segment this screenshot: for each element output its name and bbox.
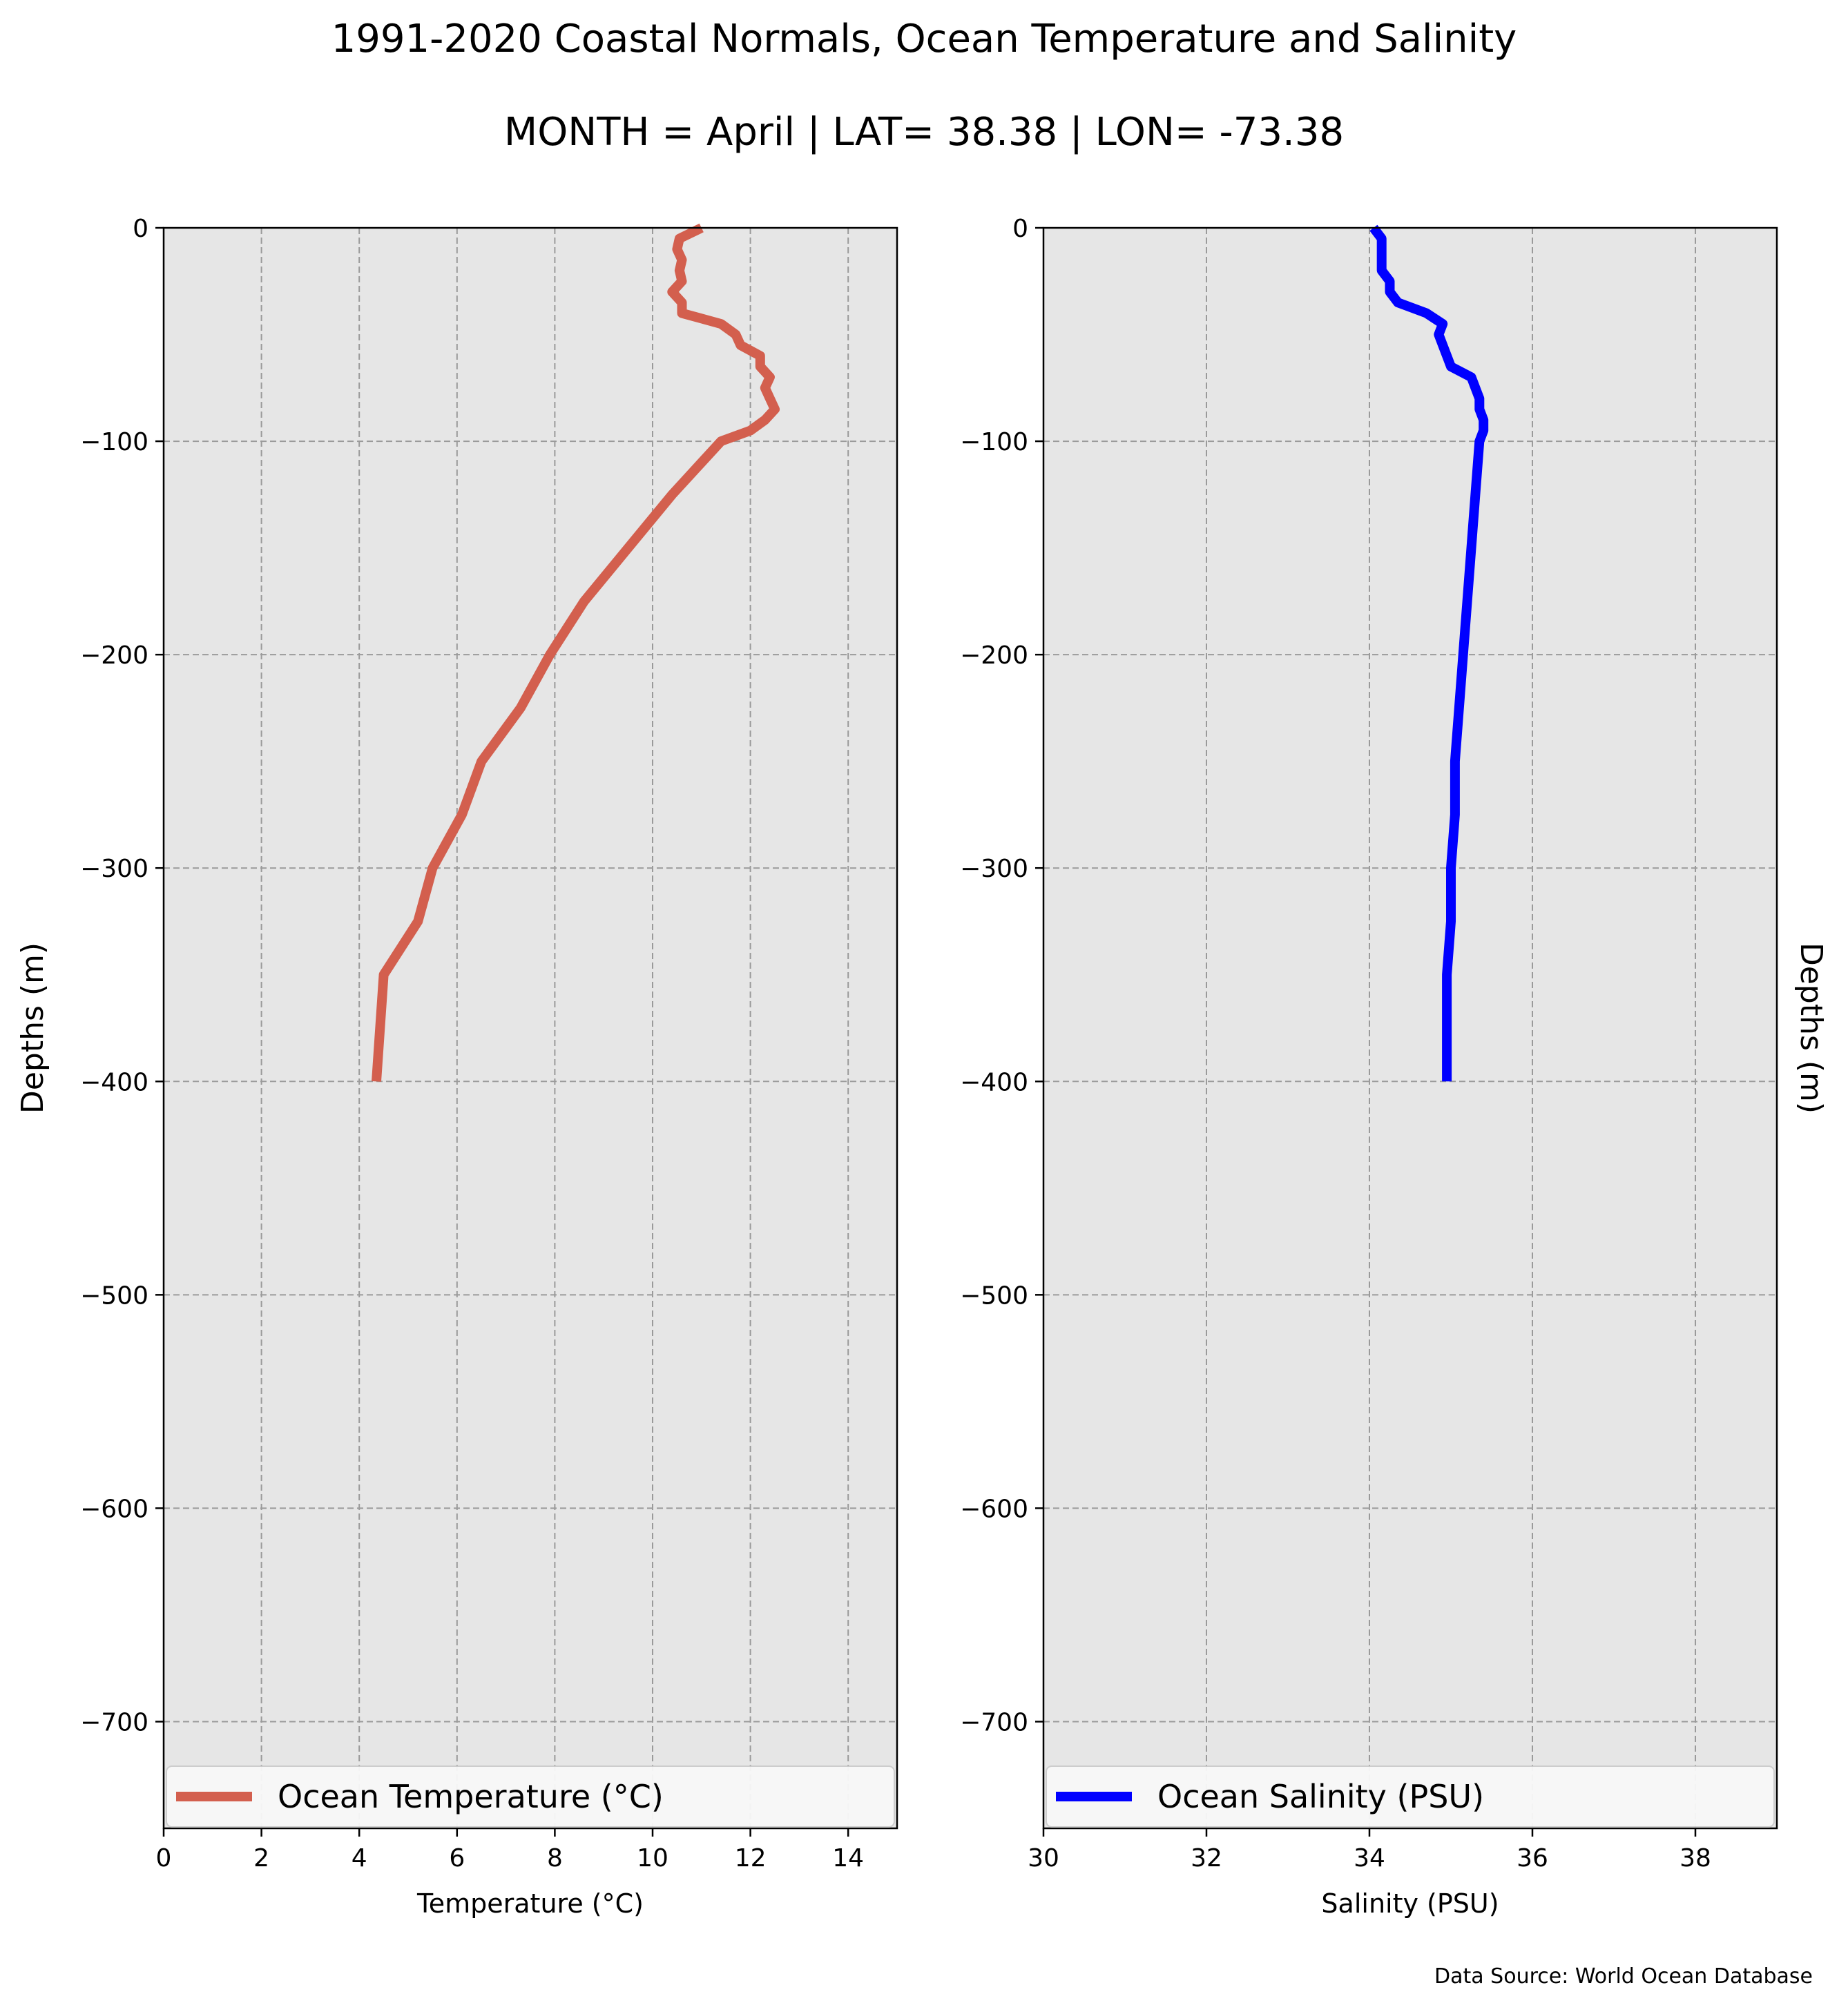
temperature-profile-line: [372, 223, 780, 1082]
y-tick-label: −700: [960, 1708, 1028, 1736]
plot-area: [164, 228, 897, 1828]
y-tick-label: −400: [960, 1068, 1028, 1096]
y-tick-label: −300: [80, 855, 148, 883]
x-tick-label: 38: [1679, 1844, 1711, 1873]
legend-label: Ocean Salinity (PSU): [1157, 1778, 1484, 1815]
y-tick-label: −500: [80, 1281, 148, 1310]
x-tick-label: 12: [735, 1844, 767, 1873]
y-tick-label: 0: [1012, 215, 1028, 243]
x-tick-label: 34: [1354, 1844, 1385, 1873]
x-tick-label: 4: [352, 1844, 367, 1873]
x-tick-label: 10: [637, 1844, 668, 1873]
y-tick-label: −300: [960, 855, 1028, 883]
y-tick-label: −100: [80, 428, 148, 456]
y-tick-label: −200: [80, 641, 148, 670]
legend-box: [1046, 1765, 1775, 1828]
y-tick-label: −100: [960, 428, 1028, 456]
y-tick-label: −400: [80, 1068, 148, 1096]
legend: Ocean Temperature (°C): [166, 1765, 895, 1828]
x-tick-label: 2: [253, 1844, 269, 1873]
y-tick-label: −600: [80, 1495, 148, 1523]
x-axis-label: Salinity (PSU): [1321, 1888, 1499, 1919]
chart-subtitle: MONTH = April | LAT= 38.38 | LON= -73.38: [504, 110, 1344, 155]
data-source-note: Data Source: World Ocean Database: [1434, 1964, 1813, 1989]
y-axis-label: Depths (m): [1793, 942, 1829, 1114]
x-tick-label: 14: [832, 1844, 864, 1873]
x-tick-label: 32: [1191, 1844, 1222, 1873]
legend: Ocean Salinity (PSU): [1046, 1765, 1775, 1828]
y-tick-label: −500: [960, 1281, 1028, 1310]
x-axis-label: Temperature (°C): [416, 1888, 644, 1919]
x-tick-label: 30: [1028, 1844, 1059, 1873]
salinity-panel: 30 32 34 36 38 0 −100 −200 −300 −400 −500 −600 −700 S…: [960, 215, 1829, 1919]
legend-box: [166, 1765, 895, 1828]
y-tick-label: −200: [960, 641, 1028, 670]
x-tick-label: 8: [547, 1844, 563, 1873]
legend-label: Ocean Temperature (°C): [278, 1778, 664, 1815]
temperature-panel: 0 2 4 6 8 10 12 14 0 −100 −200 −300 −400 −500 −600 −700…: [15, 215, 898, 1919]
axes-frame: [1042, 226, 1778, 1830]
axes-frame: [162, 226, 898, 1830]
plot-area: [1043, 228, 1777, 1828]
salinity-profile-line: [1369, 224, 1489, 1082]
x-tick-label: 0: [156, 1844, 172, 1873]
y-tick-label: 0: [133, 215, 148, 243]
y-tick-label: −700: [80, 1708, 148, 1736]
x-tick-label: 36: [1517, 1844, 1548, 1873]
y-axis-label: Depths (m): [15, 942, 50, 1114]
y-tick-label: −600: [960, 1495, 1028, 1523]
x-tick-label: 6: [449, 1844, 465, 1873]
chart-title: 1991-2020 Coastal Normals, Ocean Tempera…: [331, 17, 1517, 61]
